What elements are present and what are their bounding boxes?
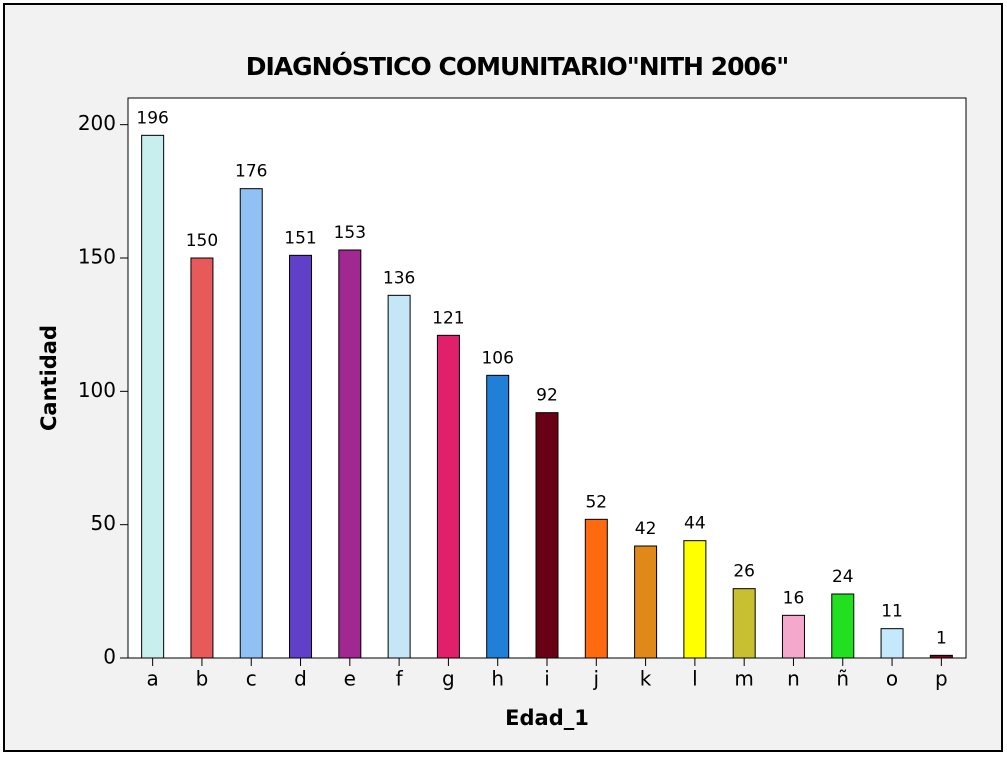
value-label: 24 [832,567,854,587]
value-label: 52 [585,492,607,512]
x-tick-label: e [344,667,356,691]
x-tick-label: d [294,667,307,691]
x-tick-label: ñ [836,667,849,691]
bar [929,654,953,659]
y-tick-label: 0 [103,645,116,669]
value-label: 16 [783,588,805,608]
x-tick-label: l [692,667,698,691]
bar [436,334,460,659]
x-tick-label: h [491,667,504,691]
x-tick-label: k [640,667,652,691]
value-label: 153 [334,223,366,243]
value-label: 136 [383,268,415,288]
bar [781,614,805,659]
value-label: 11 [881,602,903,622]
bar [190,257,214,659]
bar [732,588,756,659]
x-tick-label: m [734,667,753,691]
value-label: 44 [684,514,706,534]
x-tick-label: b [196,667,209,691]
value-label: 92 [536,386,558,406]
bar [486,374,510,659]
bar [239,188,263,659]
value-label: 42 [635,519,657,539]
bar [141,134,165,659]
y-tick-label: 50 [91,511,116,535]
y-tick-label: 200 [78,111,116,135]
value-label: 1 [936,628,947,648]
bar [535,412,559,659]
y-axis-label: Cantidad [37,325,61,431]
x-tick-label: o [886,667,898,691]
bar [289,254,313,659]
value-label: 121 [432,308,464,328]
bar [338,249,362,659]
x-tick-label: p [935,667,948,691]
x-axis-label: Edad_1 [505,706,589,730]
bar [584,518,608,659]
value-label: 176 [235,162,267,182]
bar [880,628,904,659]
value-label: 150 [186,231,218,251]
bar [831,593,855,659]
x-tick-label: f [396,667,404,691]
bar [387,294,411,659]
value-label: 151 [284,228,316,248]
chart-title: DIAGNÓSTICO COMUNITARIO"NITH 2006" [246,51,789,81]
value-label: 196 [136,108,168,128]
x-tick-label: n [787,667,800,691]
y-tick-label: 150 [78,245,116,269]
y-tick-label: 100 [78,378,116,402]
x-tick-label: j [593,667,600,691]
value-label: 106 [481,348,513,368]
bar [634,545,658,659]
bar [683,540,707,659]
x-tick-label: a [147,667,159,691]
value-label: 26 [733,562,755,582]
x-tick-label: i [544,667,550,691]
x-tick-label: c [246,667,257,691]
x-tick-label: g [442,667,455,691]
